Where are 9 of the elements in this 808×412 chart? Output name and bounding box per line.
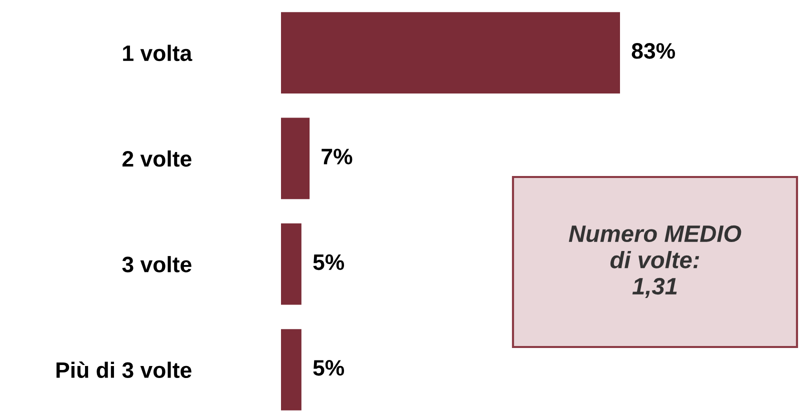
data-label: 83% [632, 43, 676, 59]
data-label: 5% [313, 254, 344, 270]
y-tick-label: 3 volte [122, 256, 192, 272]
y-tick-label: 2 volte [122, 150, 192, 167]
annotation: Numero MEDIO di volte: 1,31 [568, 225, 742, 298]
data-label: 5% [313, 360, 344, 376]
data-label: 7% [322, 148, 352, 164]
y-tick-label: 1 volta [123, 44, 192, 62]
y-tick-label: Più di 3 volte [56, 361, 192, 378]
